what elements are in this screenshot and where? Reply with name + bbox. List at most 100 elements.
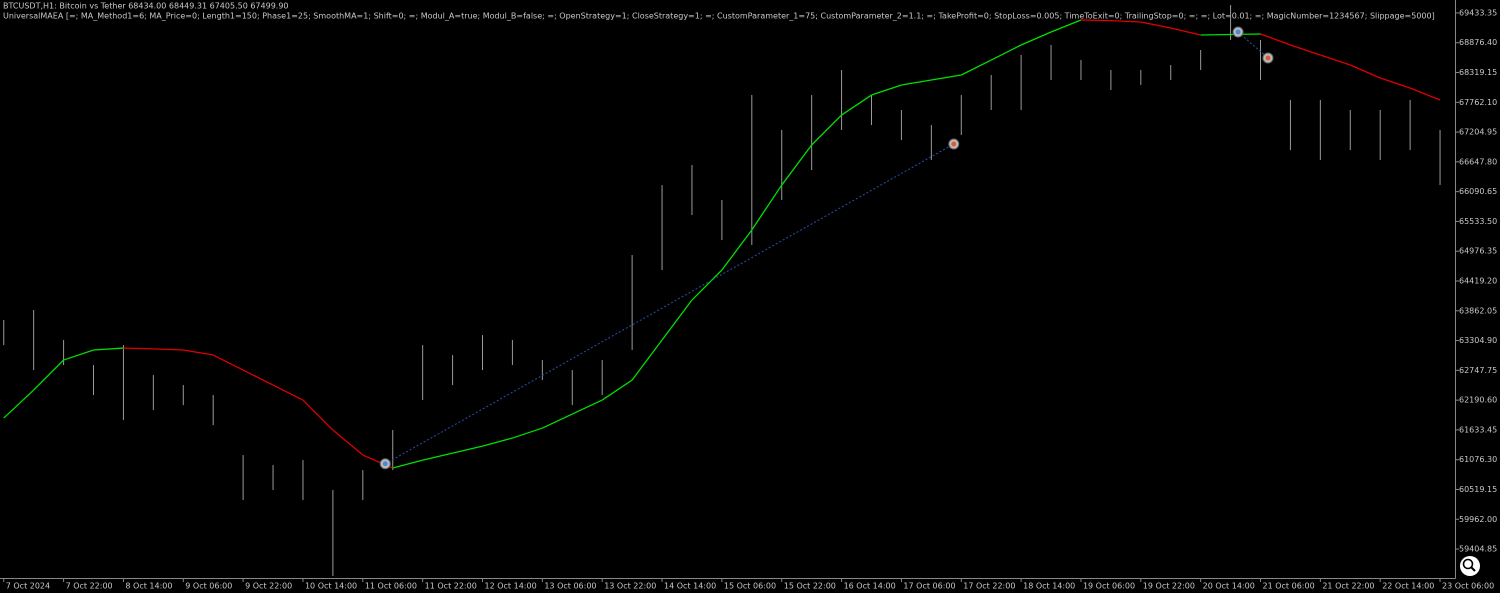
y-tick-label: 59962.00 (1459, 515, 1497, 524)
x-tick-label: 19 Oct 22:00 (1143, 582, 1195, 591)
moving-average (153, 348, 184, 351)
y-tick-label: 62747.75 (1459, 366, 1497, 375)
trade-marker-core (382, 461, 388, 467)
x-tick-label: 14 Oct 14:00 (664, 582, 716, 591)
moving-average (212, 354, 244, 371)
y-tick-label: 68319.15 (1459, 68, 1497, 77)
x-tick-label: 11 Oct 22:00 (425, 582, 477, 591)
x-tick-label: 23 Oct 06:00 (1442, 582, 1494, 591)
x-tick-label: 9 Oct 06:00 (185, 582, 232, 591)
moving-average (3, 389, 35, 419)
y-tick-label: 59404.85 (1459, 545, 1497, 554)
moving-average (272, 384, 304, 401)
y-tick-label: 62190.60 (1459, 396, 1497, 405)
x-tick-label: 15 Oct 06:00 (724, 582, 776, 591)
x-tick-label: 7 Oct 22:00 (66, 582, 113, 591)
moving-average (242, 369, 274, 386)
moving-average (392, 459, 423, 469)
y-tick-label: 68876.40 (1459, 38, 1497, 47)
moving-average (452, 445, 483, 454)
moving-average (781, 144, 813, 186)
moving-average (601, 379, 633, 401)
moving-average (571, 399, 603, 415)
x-tick-label: 17 Oct 22:00 (963, 582, 1015, 591)
trade-marker-core (951, 141, 957, 147)
zoom-handle[interactable] (1470, 566, 1476, 572)
moving-average (1379, 77, 1411, 89)
moving-average (33, 359, 65, 391)
moving-average (1080, 19, 1111, 22)
x-tick-label: 21 Oct 22:00 (1322, 582, 1374, 591)
y-tick-label: 67762.10 (1459, 98, 1497, 107)
moving-average (871, 84, 902, 96)
moving-average (661, 299, 693, 341)
zoom-button[interactable] (1460, 556, 1480, 576)
moving-average (841, 94, 872, 116)
x-tick-label: 21 Oct 06:00 (1263, 582, 1315, 591)
moving-average (1290, 44, 1321, 56)
y-tick-label: 66090.65 (1459, 187, 1497, 196)
x-tick-label: 11 Oct 06:00 (365, 582, 417, 591)
moving-average (63, 349, 94, 361)
moving-average (631, 339, 663, 381)
x-tick-label: 7 Oct 2024 (6, 582, 50, 591)
y-tick-label: 63304.90 (1459, 336, 1497, 345)
x-tick-label: 10 Oct 14:00 (305, 582, 357, 591)
moving-average (1050, 19, 1082, 33)
trade-line (385, 143, 955, 465)
moving-average (751, 184, 783, 231)
y-tick-label: 63862.05 (1459, 306, 1497, 315)
x-tick-label: 19 Oct 06:00 (1083, 582, 1135, 591)
expert-settings: UniversalMAEA [=; MA_Method1=6; MA_Price… (3, 12, 1435, 21)
trade-marker-core (1265, 55, 1271, 61)
y-tick-label: 64419.20 (1459, 276, 1497, 285)
moving-average (721, 229, 753, 271)
zoom-lens[interactable] (1462, 558, 1474, 570)
x-tick-label: 15 Oct 22:00 (784, 582, 836, 591)
moving-average (1140, 21, 1171, 29)
moving-average (512, 427, 543, 439)
moving-average (901, 79, 932, 86)
y-tick-label: 67204.95 (1459, 128, 1497, 137)
y-tick-label: 61076.30 (1459, 455, 1497, 464)
x-tick-label: 13 Oct 22:00 (604, 582, 656, 591)
moving-average (93, 347, 124, 351)
y-tick-label: 66647.80 (1459, 157, 1497, 166)
x-tick-label: 9 Oct 22:00 (245, 582, 292, 591)
y-tick-label: 64976.35 (1459, 247, 1497, 256)
moving-average (1110, 19, 1141, 23)
x-tick-label: 20 Oct 14:00 (1203, 582, 1255, 591)
moving-average (811, 114, 843, 146)
moving-average (183, 349, 214, 356)
moving-average (123, 347, 154, 350)
x-tick-label: 8 Oct 14:00 (125, 582, 172, 591)
x-tick-label: 16 Oct 14:00 (844, 582, 896, 591)
moving-average (931, 74, 962, 81)
moving-average (422, 452, 453, 461)
chart-title: BTCUSDT,H1: Bitcoin vs Tether 68434.00 6… (3, 2, 289, 11)
moving-average (1170, 27, 1201, 36)
x-tick-label: 12 Oct 14:00 (485, 582, 537, 591)
x-tick-label: 22 Oct 14:00 (1382, 582, 1434, 591)
y-tick-label: 60519.15 (1459, 485, 1497, 494)
moving-average (332, 429, 364, 456)
x-tick-label: 17 Oct 06:00 (903, 582, 955, 591)
zoom-circle[interactable] (1460, 556, 1480, 576)
moving-average (691, 269, 723, 301)
moving-average (1409, 87, 1441, 101)
x-tick-label: 13 Oct 06:00 (544, 582, 596, 591)
moving-average (1260, 33, 1291, 46)
moving-average (960, 59, 992, 76)
moving-average (1320, 54, 1351, 66)
y-tick-label: 69433.35 (1459, 8, 1497, 17)
moving-average (1020, 31, 1052, 46)
moving-average (482, 437, 513, 447)
x-tick-label: 18 Oct 14:00 (1023, 582, 1075, 591)
y-tick-label: 65533.50 (1459, 217, 1497, 226)
moving-average (990, 44, 1022, 61)
moving-average (1350, 64, 1381, 79)
trade-line (1237, 31, 1269, 59)
y-tick-label: 61633.45 (1459, 425, 1497, 434)
